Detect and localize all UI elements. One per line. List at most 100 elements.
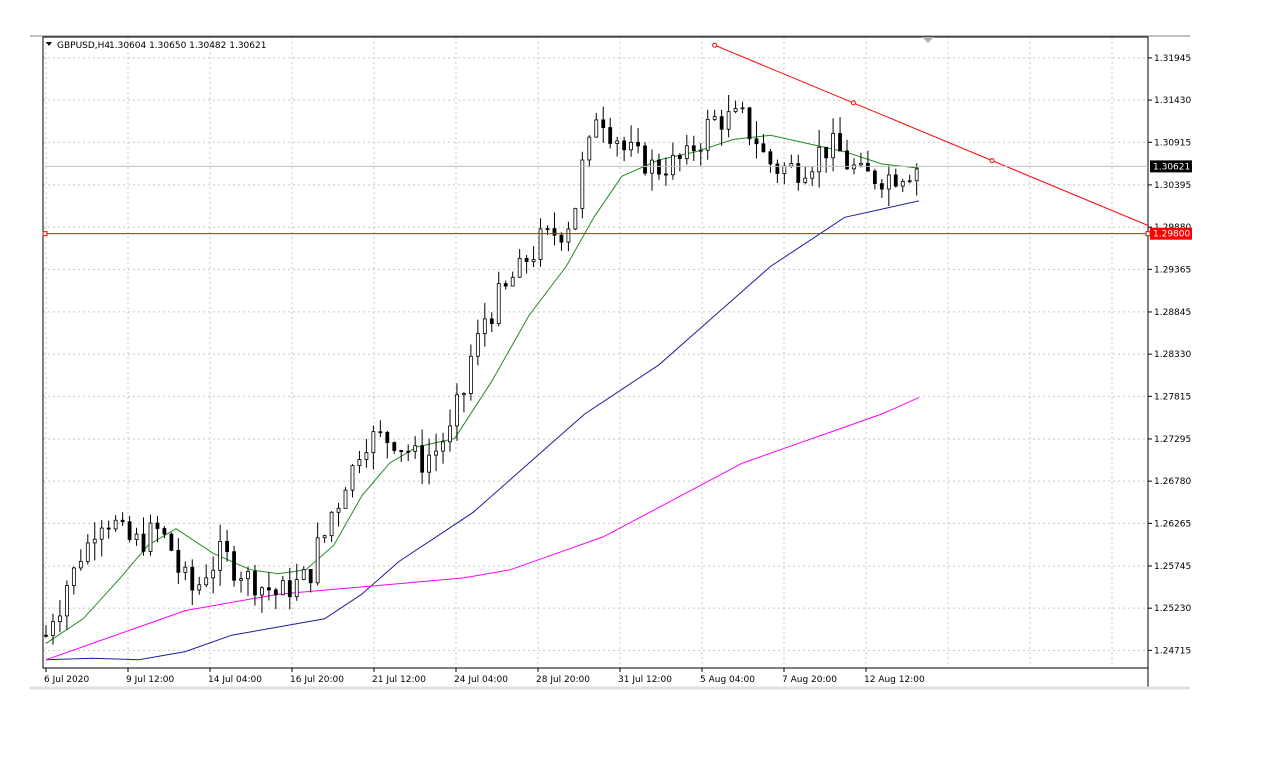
candle[interactable] [531,246,536,268]
candle[interactable] [859,152,863,168]
candle[interactable] [503,280,508,290]
candle[interactable] [782,162,787,185]
candle[interactable] [705,109,710,160]
candle[interactable] [482,302,487,347]
candle[interactable] [336,503,341,527]
candle[interactable] [684,134,689,165]
candle[interactable] [566,221,571,252]
candle[interactable] [225,529,230,562]
support-level-handle[interactable] [1145,231,1151,237]
candle[interactable] [573,207,578,231]
candle[interactable] [698,143,703,166]
candle[interactable] [420,429,425,485]
candle[interactable] [893,168,898,188]
candle[interactable] [872,168,877,190]
support-level-handle[interactable] [42,231,48,237]
candle[interactable] [106,520,111,539]
candle[interactable] [810,166,815,186]
candle[interactable] [371,425,376,470]
candle[interactable] [99,520,104,557]
candle[interactable] [329,511,334,543]
candle[interactable] [726,94,731,138]
candle[interactable] [900,178,905,193]
candle[interactable] [907,174,912,184]
candle[interactable] [260,586,264,613]
trendline[interactable] [714,44,1149,226]
candle[interactable] [58,600,62,633]
candle[interactable] [197,576,202,595]
candle[interactable] [768,148,773,173]
candle[interactable] [364,439,369,468]
candle[interactable] [44,625,48,638]
candle[interactable] [239,571,243,593]
candle[interactable] [517,249,522,278]
candle[interactable] [357,450,362,474]
candle[interactable] [677,152,682,172]
candle[interactable] [343,487,348,509]
candle[interactable] [148,514,153,556]
candle[interactable] [287,567,292,610]
candle[interactable] [462,392,466,413]
drawn-lines[interactable] [42,42,1151,237]
candle[interactable] [601,106,606,143]
candle[interactable] [308,569,313,593]
candle[interactable] [266,572,271,601]
candle[interactable] [754,121,759,159]
candle[interactable] [824,146,829,173]
candle[interactable] [796,154,801,191]
candle[interactable] [691,135,696,161]
candle[interactable] [643,142,647,176]
candle[interactable] [85,534,90,565]
candle[interactable] [866,150,870,172]
candle[interactable] [489,312,494,333]
candle[interactable] [733,100,738,114]
candle[interactable] [838,117,842,152]
candle[interactable] [914,163,919,196]
candle[interactable] [406,444,411,461]
candle[interactable] [664,157,668,186]
candle[interactable] [232,545,236,587]
candle[interactable] [608,117,613,149]
candle[interactable] [141,517,146,556]
candle[interactable] [670,142,675,180]
candle[interactable] [538,218,543,267]
candle[interactable] [510,271,515,287]
candle[interactable] [399,449,404,463]
candle[interactable] [468,344,473,401]
shift-marker-icon[interactable] [922,37,934,43]
candle[interactable] [475,319,480,366]
candle[interactable] [385,430,390,459]
candle[interactable] [273,587,278,610]
candle[interactable] [134,527,139,546]
candle[interactable] [712,109,717,121]
candle[interactable] [455,383,459,441]
candle[interactable] [434,433,438,472]
candle[interactable] [120,512,125,526]
candle[interactable] [78,549,83,571]
candle[interactable] [350,464,355,498]
candle[interactable] [315,522,320,586]
candle[interactable] [162,526,167,539]
candle[interactable] [448,409,452,452]
candle[interactable] [204,564,209,588]
candle[interactable] [253,564,257,606]
candle[interactable] [615,136,620,157]
candle[interactable] [789,154,794,168]
candle[interactable] [218,524,223,586]
candle[interactable] [294,563,299,601]
candle[interactable] [879,178,884,198]
candle[interactable] [803,166,808,185]
candle[interactable] [594,112,599,138]
candle[interactable] [559,232,564,251]
candle[interactable] [301,566,306,581]
candle[interactable] [552,212,557,246]
candle[interactable] [886,165,891,207]
candle[interactable] [831,118,835,172]
candle[interactable] [817,129,822,188]
candle[interactable] [413,436,418,459]
candle[interactable] [183,561,188,581]
candle[interactable] [622,136,627,162]
trendline-handle[interactable] [850,100,856,106]
